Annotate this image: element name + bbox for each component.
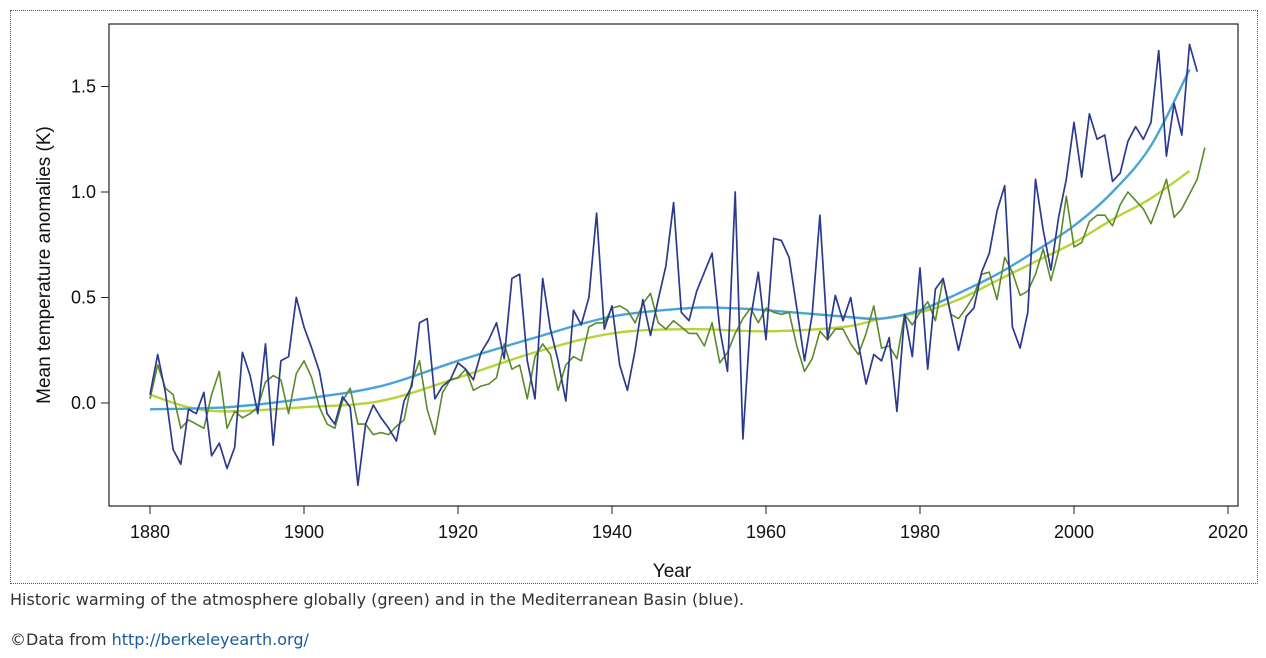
x-tick-label: 2020 [1208,522,1248,542]
figure-frame [10,10,1258,584]
y-tick-label: 1.0 [71,182,96,202]
x-tick-label: 1960 [746,522,786,542]
credit-prefix: ©Data from [10,630,112,649]
y-tick-label: 0.0 [71,393,96,413]
x-axis-title: Year [653,561,692,582]
data-credit: ©Data from http://berkeleyearth.org/ [10,630,309,649]
series-line-global-smooth [149,169,1191,413]
x-axis: 1880 1900 1920 1940 1960 1980 2000 2020 [130,506,1248,542]
y-tick-label: 0.5 [71,288,96,308]
y-axis-title: Mean temperature anomalies (K) [34,126,55,404]
berkeley-earth-link[interactable]: http://berkeleyearth.org/ [111,630,309,649]
x-tick-label: 1900 [284,522,324,542]
x-tick-label: 1920 [438,522,478,542]
x-tick-label: 1880 [130,522,170,542]
temperature-anomaly-chart: 1880 1900 1920 1940 1960 1980 2000 2020 0.0 0.5 1… [34,23,1248,582]
y-tick-label: 1.5 [71,77,96,97]
x-tick-label: 1940 [592,522,632,542]
x-tick-label: 1980 [900,522,940,542]
figure-caption: Historic warming of the atmosphere globa… [10,590,745,609]
plot-area-border [108,23,1239,507]
series-layer [149,43,1206,487]
series-line-global [149,147,1206,436]
y-axis: 0.0 0.5 1.0 1.5 [71,77,109,413]
x-tick-label: 2000 [1054,522,1094,542]
series-line-mediterranean [149,43,1199,487]
